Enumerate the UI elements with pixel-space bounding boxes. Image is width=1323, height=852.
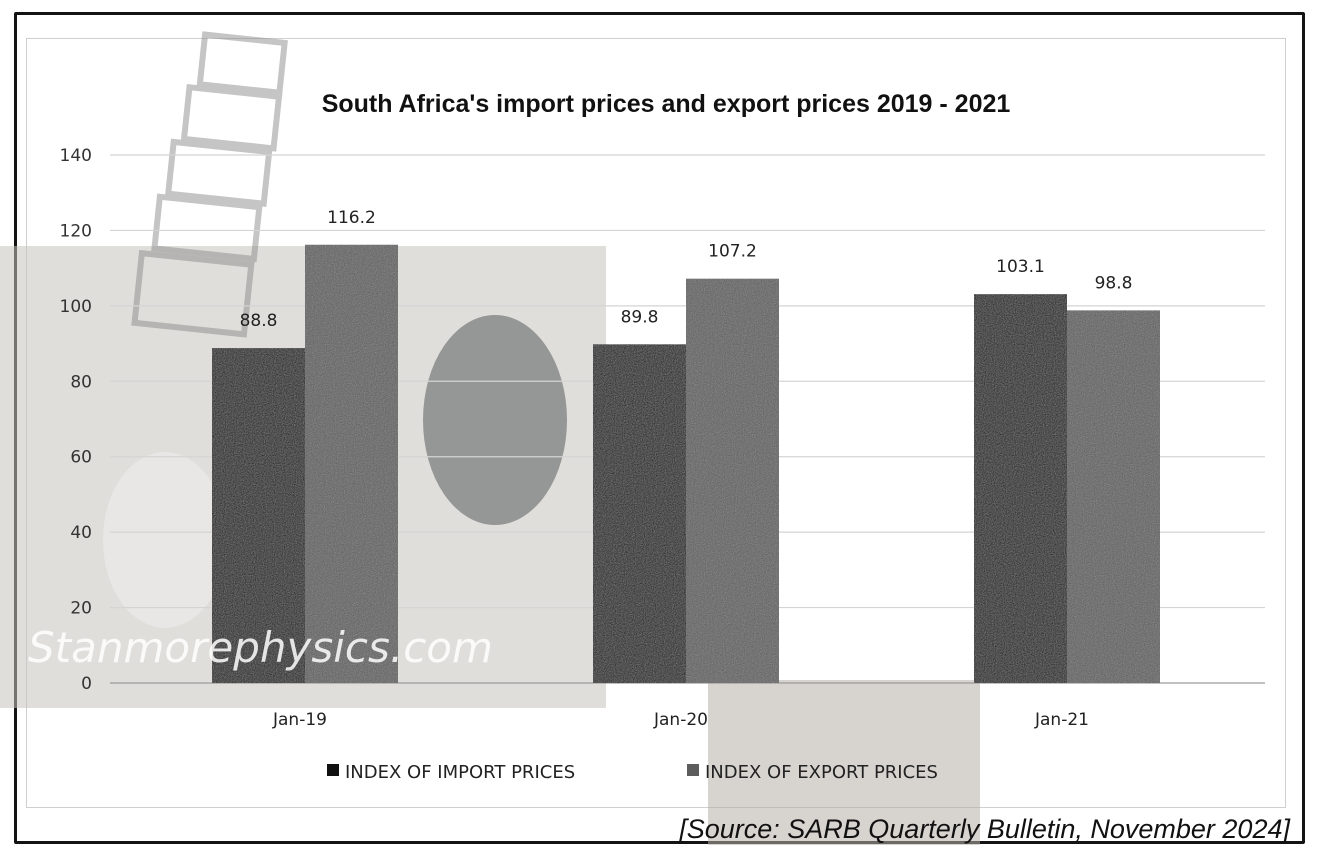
y-tick-label: 0 <box>81 674 92 694</box>
y-tick-label: 60 <box>70 448 92 468</box>
y-tick-label: 20 <box>70 599 92 619</box>
y-tick-label: 40 <box>70 523 92 543</box>
y-tick-label: 140 <box>60 146 92 166</box>
bars <box>212 244 1160 683</box>
legend: INDEX OF IMPORT PRICES INDEX OF EXPORT P… <box>327 762 938 783</box>
x-axis: Jan-19 Jan-20 Jan-21 <box>272 710 1089 730</box>
data-label: 98.8 <box>1095 273 1133 293</box>
x-tick-label: Jan-20 <box>653 710 708 730</box>
tower-watermark-icon <box>131 31 288 338</box>
source-note: [Source: SARB Quarterly Bulletin, Novemb… <box>678 814 1291 844</box>
data-label: 103.1 <box>996 257 1045 277</box>
watermark-text: Stanmorephysics.com <box>28 623 493 672</box>
x-tick-label: Jan-19 <box>272 710 327 730</box>
legend-label-export: INDEX OF EXPORT PRICES <box>705 762 938 783</box>
data-label: 88.8 <box>240 311 278 331</box>
x-tick-label: Jan-21 <box>1034 710 1089 730</box>
data-label: 107.2 <box>708 242 757 262</box>
bar-export-jan-21 <box>1067 310 1160 683</box>
data-labels: 88.8 116.2 89.8 107.2 103.1 98.8 <box>240 208 1133 331</box>
bar-import-jan-20 <box>593 344 686 683</box>
data-label: 89.8 <box>621 307 659 327</box>
y-tick-label: 80 <box>70 372 92 392</box>
bar-import-jan-19 <box>212 348 305 683</box>
background-photo-patch-2 <box>708 680 980 845</box>
plant-pot-shape <box>423 315 567 525</box>
legend-label-import: INDEX OF IMPORT PRICES <box>345 762 575 783</box>
data-label: 116.2 <box>327 208 376 228</box>
y-tick-label: 120 <box>60 221 92 241</box>
bar-export-jan-19 <box>305 244 398 683</box>
bar-export-jan-20 <box>686 278 779 683</box>
legend-swatch-import <box>327 764 339 776</box>
legend-swatch-export <box>687 764 699 776</box>
chart-title: South Africa's import prices and export … <box>322 90 1011 118</box>
bar-import-jan-21 <box>974 294 1067 683</box>
y-tick-label: 100 <box>60 297 92 317</box>
vase-shape <box>103 452 227 628</box>
y-axis: 0 20 40 60 80 100 120 140 <box>60 146 92 694</box>
